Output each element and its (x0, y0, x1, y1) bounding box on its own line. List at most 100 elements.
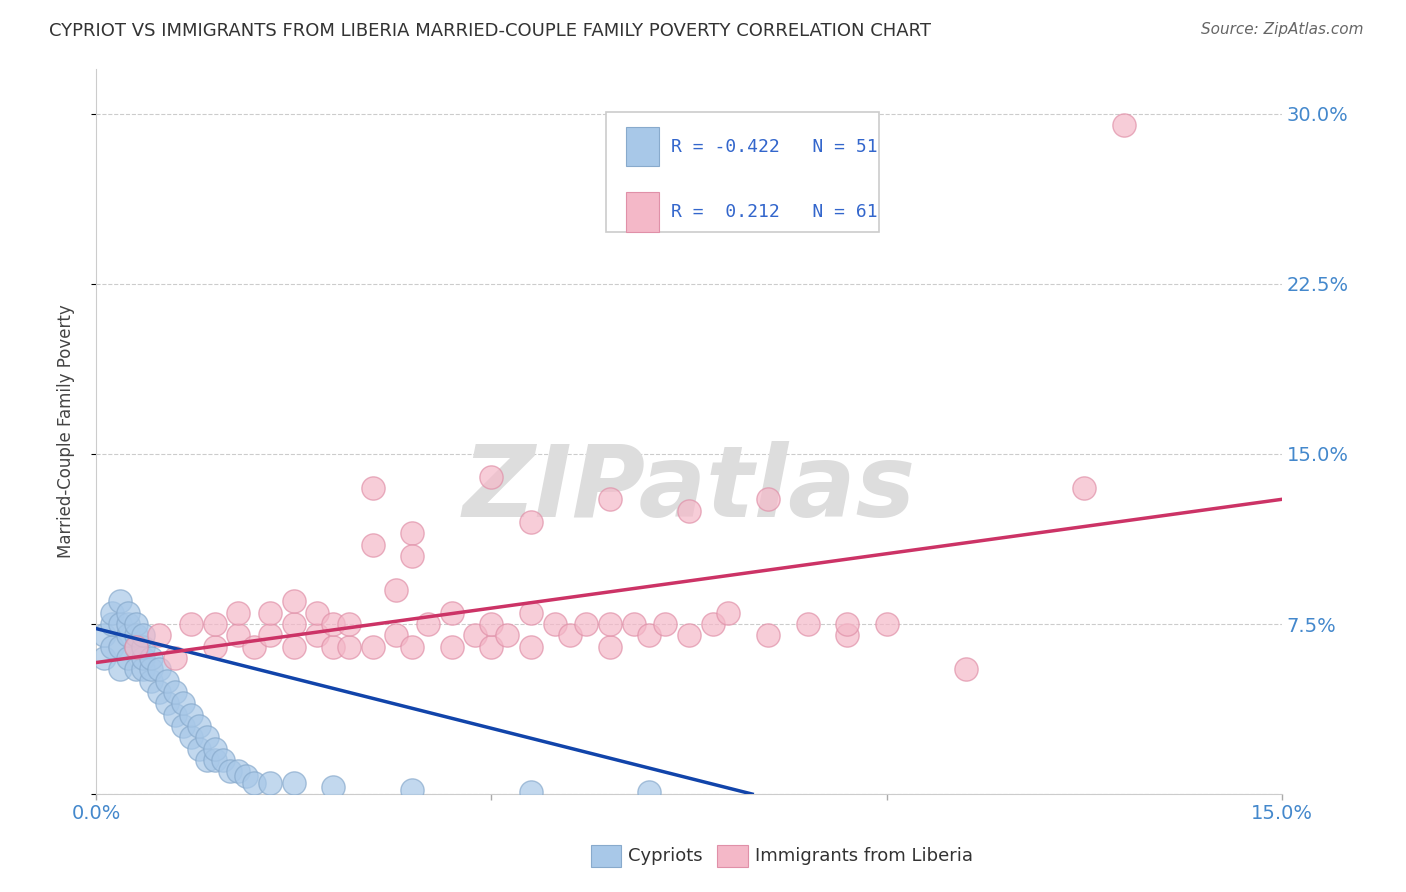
Point (520, 606, 543, 620)
Bar (626, 127, 659, 167)
Point (141, 662, 163, 676)
Point (283, 594, 305, 608)
Point (283, 775, 305, 789)
Point (219, 764, 242, 779)
Point (337, 617, 360, 632)
Point (1112, 118, 1135, 132)
Point (101, 617, 124, 632)
Point (108, 617, 131, 632)
Point (124, 662, 146, 676)
Text: CYPRIOT VS IMMIGRANTS FROM LIBERIA MARRIED-COUPLE FAMILY POVERTY CORRELATION CHA: CYPRIOT VS IMMIGRANTS FROM LIBERIA MARRI… (49, 22, 931, 40)
Point (156, 673, 179, 688)
Point (132, 651, 155, 665)
Point (117, 628, 139, 642)
Point (835, 628, 858, 642)
Point (479, 640, 502, 654)
Point (108, 594, 131, 608)
Point (148, 685, 170, 699)
Point (195, 753, 218, 767)
Point (124, 617, 146, 632)
Point (283, 640, 305, 654)
Point (337, 640, 360, 654)
Point (440, 606, 463, 620)
Bar (626, 192, 659, 232)
Point (172, 719, 194, 733)
Point (543, 617, 565, 632)
Point (599, 617, 621, 632)
Point (322, 617, 344, 632)
Point (226, 606, 249, 620)
Point (180, 707, 202, 722)
Text: R = -0.422   N = 51: R = -0.422 N = 51 (671, 137, 877, 155)
Point (108, 640, 131, 654)
Point (479, 469, 502, 483)
Point (132, 662, 155, 676)
Point (756, 628, 779, 642)
Point (322, 780, 344, 795)
Point (385, 582, 408, 597)
Point (717, 606, 740, 620)
Point (211, 753, 233, 767)
Point (401, 549, 423, 563)
Point (108, 662, 131, 676)
Point (93, 651, 115, 665)
Point (702, 617, 724, 632)
Point (464, 628, 486, 642)
Point (361, 538, 384, 552)
Point (226, 628, 249, 642)
FancyBboxPatch shape (606, 112, 879, 232)
Point (678, 503, 700, 517)
Point (204, 617, 226, 632)
Point (132, 628, 155, 642)
Point (401, 526, 423, 541)
Point (401, 640, 423, 654)
Point (195, 731, 218, 745)
Point (204, 640, 226, 654)
Point (654, 617, 676, 632)
Point (93, 628, 115, 642)
Point (141, 651, 163, 665)
Point (187, 719, 209, 733)
Point (416, 617, 439, 632)
Point (796, 617, 818, 632)
Point (361, 640, 384, 654)
Point (638, 785, 661, 799)
Point (440, 640, 463, 654)
Point (599, 492, 621, 507)
Point (117, 606, 139, 620)
Point (124, 628, 146, 642)
Point (117, 617, 139, 632)
Text: Immigrants from Liberia: Immigrants from Liberia (755, 847, 973, 865)
Point (148, 628, 170, 642)
Point (165, 685, 187, 699)
Point (132, 640, 155, 654)
Text: R =  0.212   N = 61: R = 0.212 N = 61 (671, 202, 877, 221)
Point (385, 628, 408, 642)
Point (955, 662, 977, 676)
Point (141, 673, 163, 688)
Point (496, 628, 519, 642)
Point (165, 707, 187, 722)
Point (259, 606, 281, 620)
Point (560, 628, 582, 642)
Point (835, 617, 858, 632)
Point (638, 628, 661, 642)
Point (575, 617, 598, 632)
Point (124, 640, 146, 654)
Point (361, 481, 384, 495)
Point (204, 753, 226, 767)
Point (226, 764, 249, 779)
Point (599, 640, 621, 654)
Point (148, 662, 170, 676)
Point (479, 617, 502, 632)
Point (876, 617, 898, 632)
Point (101, 640, 124, 654)
Point (165, 651, 187, 665)
Point (243, 775, 266, 789)
Text: Cypriots: Cypriots (628, 847, 703, 865)
Point (172, 697, 194, 711)
Point (156, 697, 179, 711)
Point (259, 775, 281, 789)
Point (180, 617, 202, 632)
Point (623, 617, 645, 632)
